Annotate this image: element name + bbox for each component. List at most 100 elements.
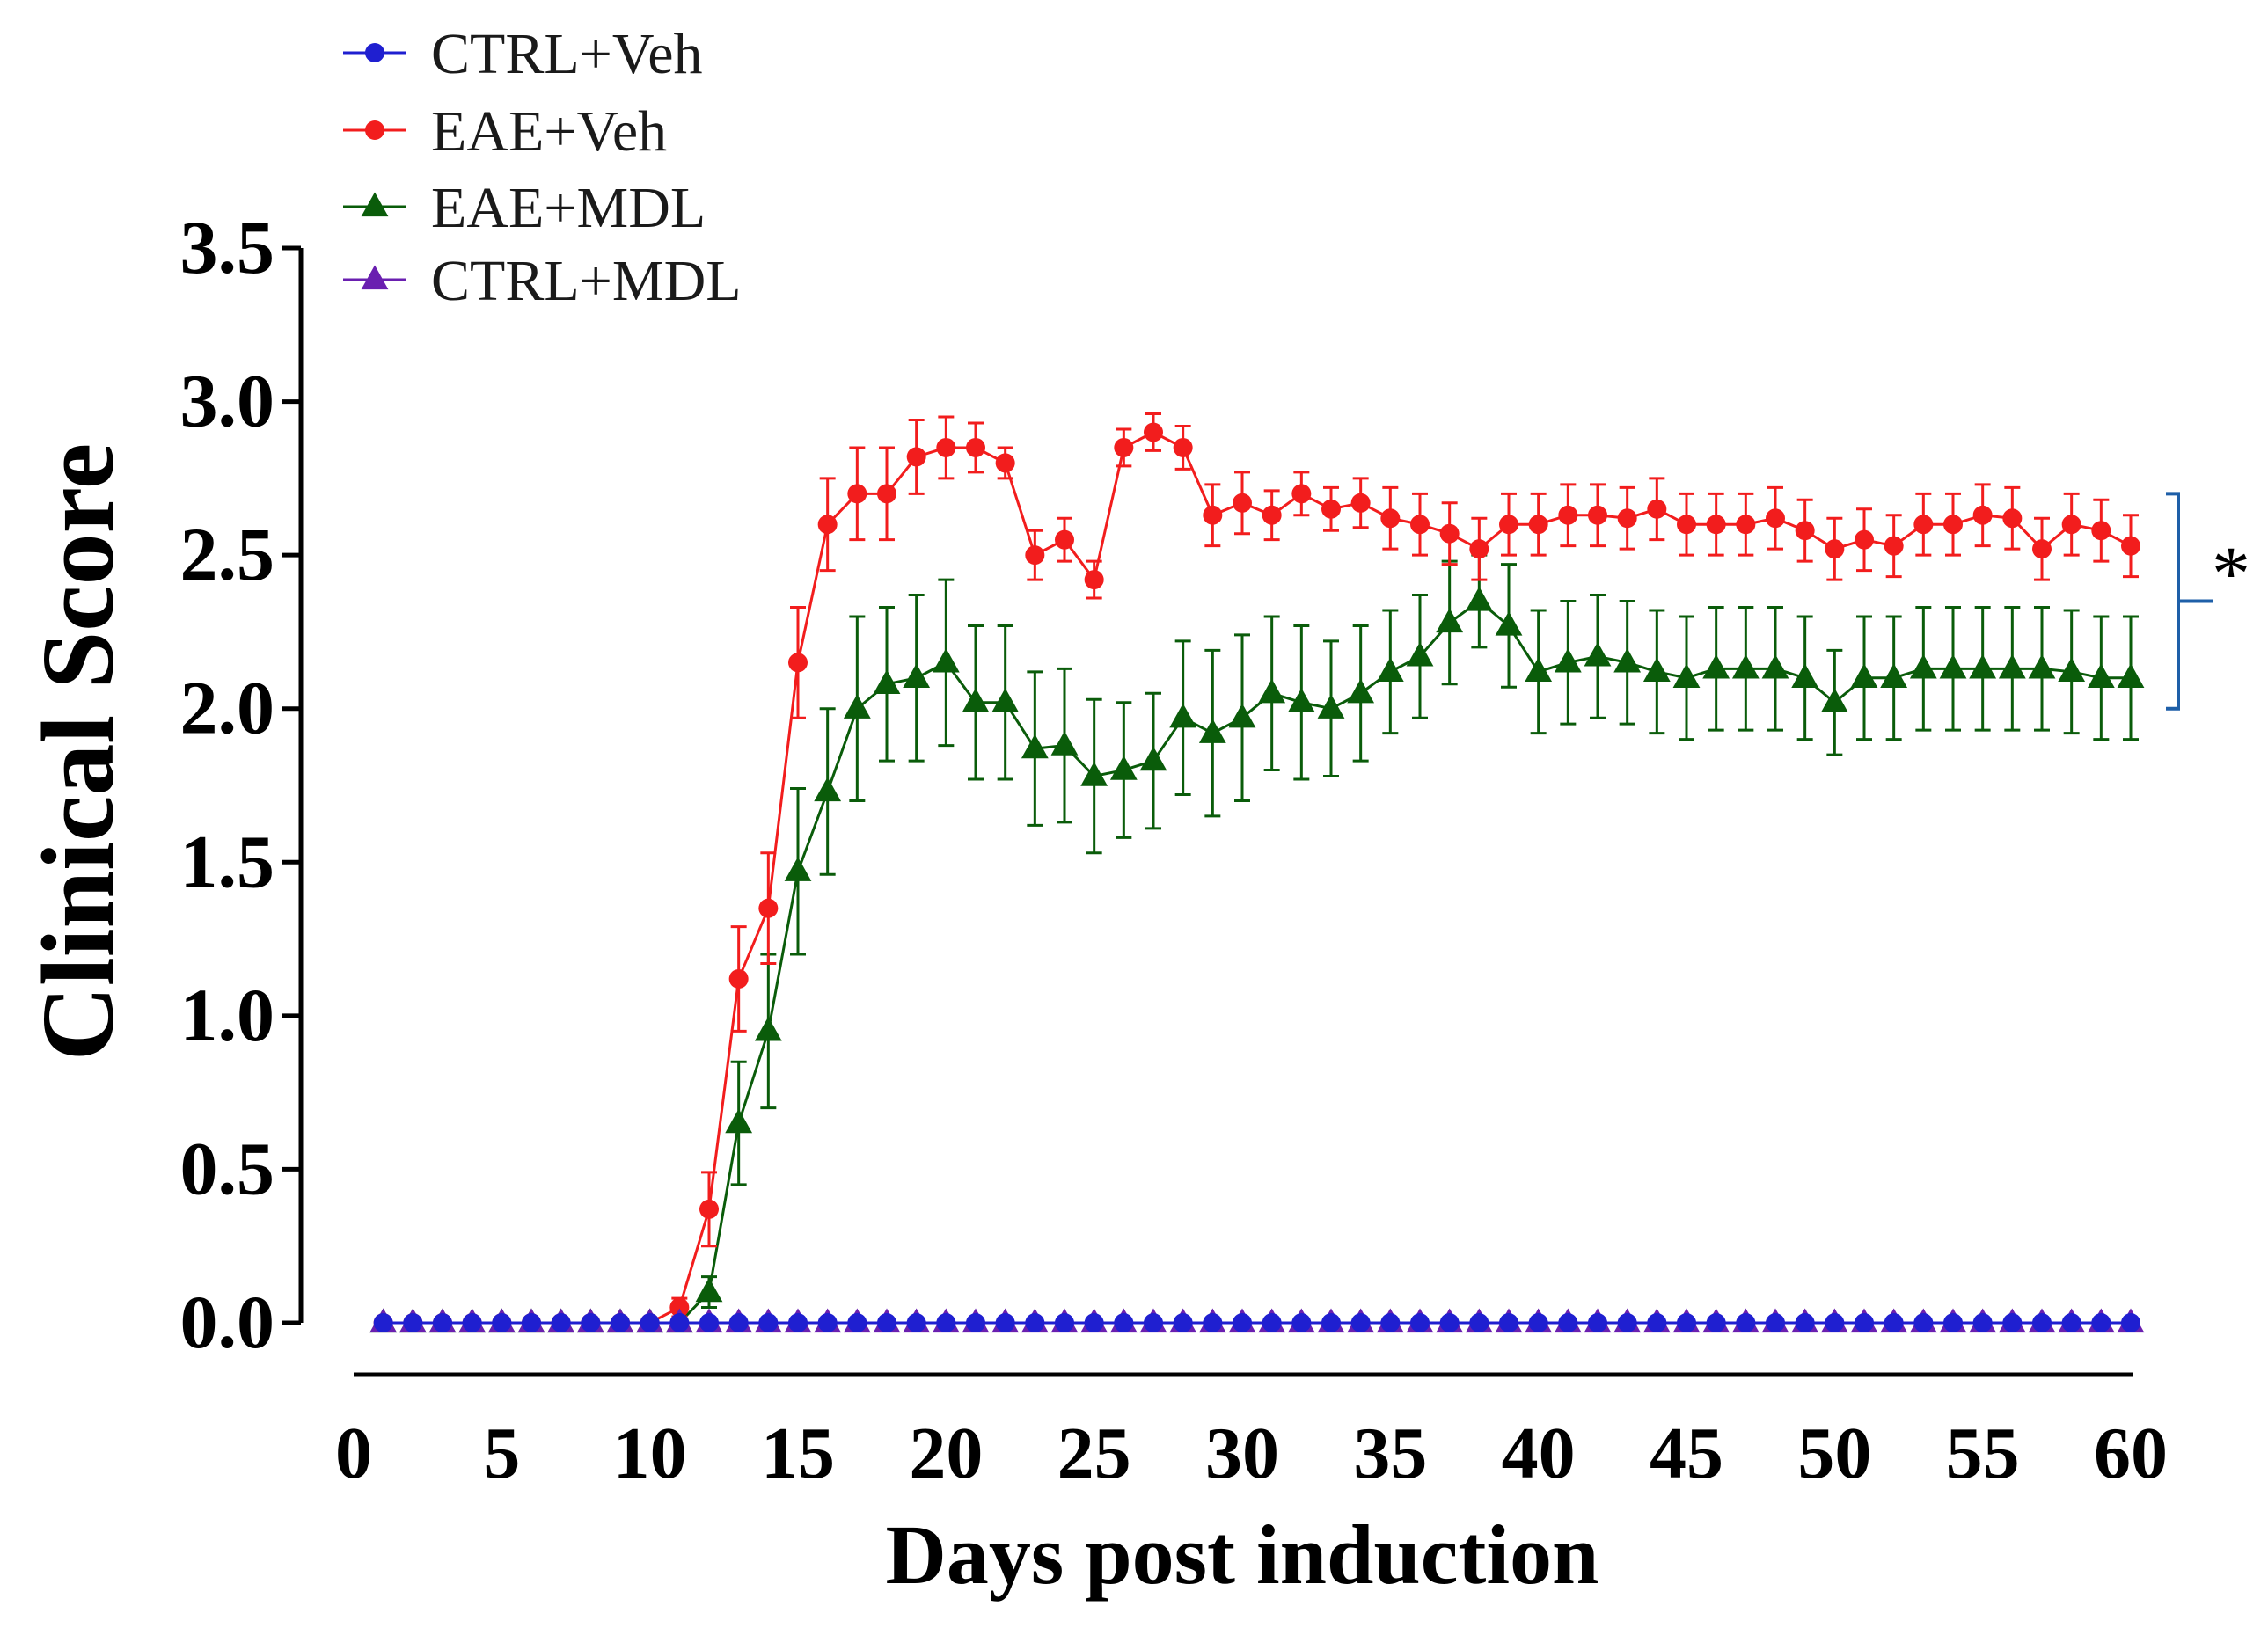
data-point: [995, 1313, 1015, 1332]
data-point: [962, 688, 990, 712]
data-point: [906, 447, 926, 467]
y-tick-label: 3.0: [180, 359, 275, 443]
data-point: [1233, 1313, 1252, 1332]
x-tick-label: 40: [1502, 1413, 1576, 1494]
legend-item-eae-veh: EAE+Veh: [343, 99, 667, 164]
data-point: [995, 453, 1015, 473]
data-point: [1055, 1313, 1074, 1332]
legend: CTRL+Veh EAE+Veh EAE+MDL CTRL+MDL: [343, 22, 742, 313]
data-point: [1850, 663, 1878, 688]
data-point: [433, 1313, 452, 1332]
data-point: [1262, 1313, 1282, 1332]
data-point: [2121, 1313, 2140, 1332]
data-point: [695, 1277, 723, 1303]
data-point: [1233, 493, 1252, 513]
legend-label: CTRL+Veh: [431, 22, 703, 86]
data-point: [1972, 505, 1993, 525]
data-point: [1021, 734, 1049, 759]
data-point: [1998, 653, 2026, 679]
data-point: [991, 688, 1020, 712]
y-tick-label: 3.5: [180, 205, 275, 289]
data-point: [1262, 505, 1282, 525]
data-point: [1258, 678, 1286, 704]
data-point: [1855, 529, 1874, 550]
data-point: [669, 1297, 690, 1318]
y-tick-label: 1.5: [180, 819, 275, 903]
significance-annotation: *: [2166, 492, 2250, 711]
data-point: [877, 1313, 896, 1332]
data-point: [2058, 657, 2086, 682]
data-point: [699, 1313, 719, 1332]
data-point: [492, 1313, 512, 1332]
data-point: [1291, 1313, 1312, 1332]
x-tick-label: 25: [1057, 1413, 1131, 1494]
data-point: [873, 669, 901, 694]
data-point: [1350, 1313, 1371, 1332]
data-point: [1706, 515, 1726, 535]
data-point: [1321, 1313, 1341, 1332]
data-point: [1528, 1313, 1548, 1332]
data-point: [1436, 608, 1464, 633]
data-point: [1499, 1313, 1518, 1332]
data-point: [1350, 493, 1371, 513]
data-point: [1677, 1313, 1696, 1332]
data-point: [1884, 536, 1904, 556]
y-tick-label: 1.0: [180, 973, 275, 1057]
data-point: [551, 1313, 571, 1332]
data-point: [814, 777, 842, 802]
data-point: [1702, 653, 1730, 679]
data-point: [758, 1313, 779, 1332]
data-point: [522, 1313, 541, 1332]
legend-marker: [365, 43, 384, 62]
data-point: [1410, 1313, 1430, 1332]
legend-marker: [361, 265, 389, 290]
data-point: [932, 647, 960, 673]
data-point: [1766, 1313, 1785, 1332]
data-point: [2002, 508, 2023, 529]
data-point: [1144, 422, 1163, 442]
data-point: [1880, 663, 1908, 688]
data-point: [1469, 539, 1489, 559]
data-point: [2032, 1313, 2052, 1332]
data-point: [843, 694, 871, 719]
data-point: [1109, 756, 1138, 780]
data-point: [788, 1313, 808, 1332]
data-point: [1139, 746, 1167, 771]
data-point: [1584, 641, 1612, 667]
data-point: [1795, 521, 1815, 541]
data-point: [1025, 545, 1045, 566]
data-point: [1766, 508, 1785, 529]
series-layer: [369, 412, 2145, 1333]
data-point: [2032, 539, 2052, 559]
data-point: [1439, 1313, 1460, 1332]
legend-label: EAE+MDL: [431, 176, 706, 240]
data-point: [936, 1313, 956, 1332]
data-point: [1406, 641, 1434, 667]
data-point: [2087, 663, 2115, 688]
legend-item-ctrl-veh: CTRL+Veh: [343, 22, 703, 86]
data-point: [1642, 657, 1671, 682]
data-point: [877, 484, 896, 504]
significance-star: *: [2212, 532, 2250, 617]
data-point: [1380, 1313, 1401, 1332]
data-point: [1909, 653, 1937, 679]
data-point: [1647, 1313, 1667, 1332]
data-point: [1084, 1313, 1104, 1332]
data-point: [2028, 653, 2056, 679]
data-point: [1943, 515, 1963, 535]
data-point: [1613, 647, 1642, 673]
data-point: [1554, 647, 1582, 673]
data-point: [1055, 529, 1074, 550]
data-point: [1820, 688, 1848, 712]
legend-item-ctrl-mdl: CTRL+MDL: [343, 249, 742, 313]
data-point: [1558, 1313, 1578, 1332]
y-tick-label: 0.0: [180, 1280, 275, 1364]
data-point: [2061, 515, 2081, 535]
data-point: [1198, 719, 1226, 743]
data-point: [788, 653, 808, 673]
data-point: [1943, 1313, 1963, 1332]
data-point: [1380, 508, 1401, 529]
data-point: [1913, 1313, 1934, 1332]
data-point: [1114, 437, 1134, 457]
